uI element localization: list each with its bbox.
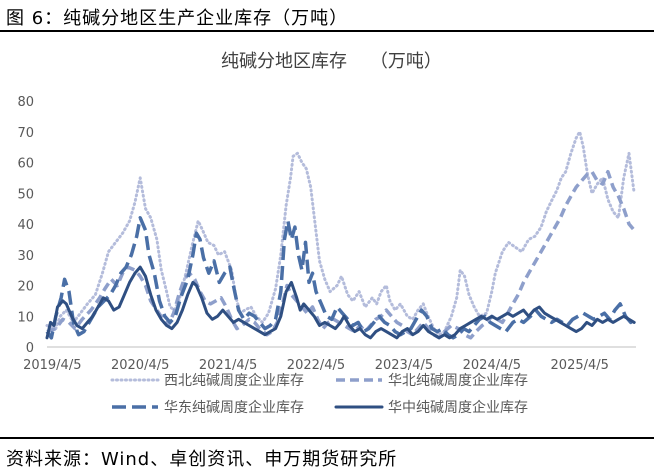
x-tick-label: 2022/4/5: [287, 358, 345, 373]
x-tick-label: 2023/4/5: [375, 358, 433, 373]
legend-label-xibei: 西北纯碱周度企业库存: [164, 372, 304, 389]
header-divider: [0, 30, 654, 32]
line-chart: 纯碱分地区库存 （万吨） 0 10 20 30 40 50 60 70 80 2019/4/5 202…: [0, 33, 654, 433]
x-tick-label: 2020/4/5: [111, 358, 169, 373]
y-tick-label: 30: [17, 249, 34, 264]
series-line-xibei: [47, 132, 634, 335]
y-tick-label: 10: [17, 310, 34, 325]
x-tick-label: 2021/4/5: [199, 358, 257, 373]
y-tick-label: 0: [26, 341, 34, 356]
legend-label-huabei: 华北纯碱周度企业库存: [388, 372, 528, 389]
legend-label-huazhong: 华中纯碱周度企业库存: [388, 399, 528, 416]
chart-container: 纯碱分地区库存 （万吨） 0 10 20 30 40 50 60 70 80 2019/4/5 202…: [0, 33, 654, 433]
y-tick-label: 70: [17, 126, 34, 141]
figure-header: 图 6：纯碱分地区生产企业库存（万吨）: [0, 0, 654, 30]
figure-footer: 资料来源：Wind、卓创资讯、申万期货研究所: [0, 439, 654, 472]
source-note: 资料来源：Wind、卓创资讯、申万期货研究所: [6, 445, 397, 471]
y-tick-label: 80: [17, 95, 34, 110]
y-tick-label: 40: [17, 218, 34, 233]
legend-label-huadong: 华东纯碱周度企业库存: [164, 399, 304, 416]
x-tick-label: 2025/4/5: [551, 358, 609, 373]
y-tick-label: 50: [17, 187, 34, 202]
x-tick-label: 2019/4/5: [23, 358, 81, 373]
x-tick-label: 2024/4/5: [463, 358, 521, 373]
chart-title: 纯碱分地区库存 （万吨）: [221, 51, 442, 72]
figure-title: 图 6：纯碱分地区生产企业库存（万吨）: [6, 4, 348, 30]
y-tick-label: 60: [17, 157, 34, 172]
y-tick-label: 20: [17, 280, 34, 295]
